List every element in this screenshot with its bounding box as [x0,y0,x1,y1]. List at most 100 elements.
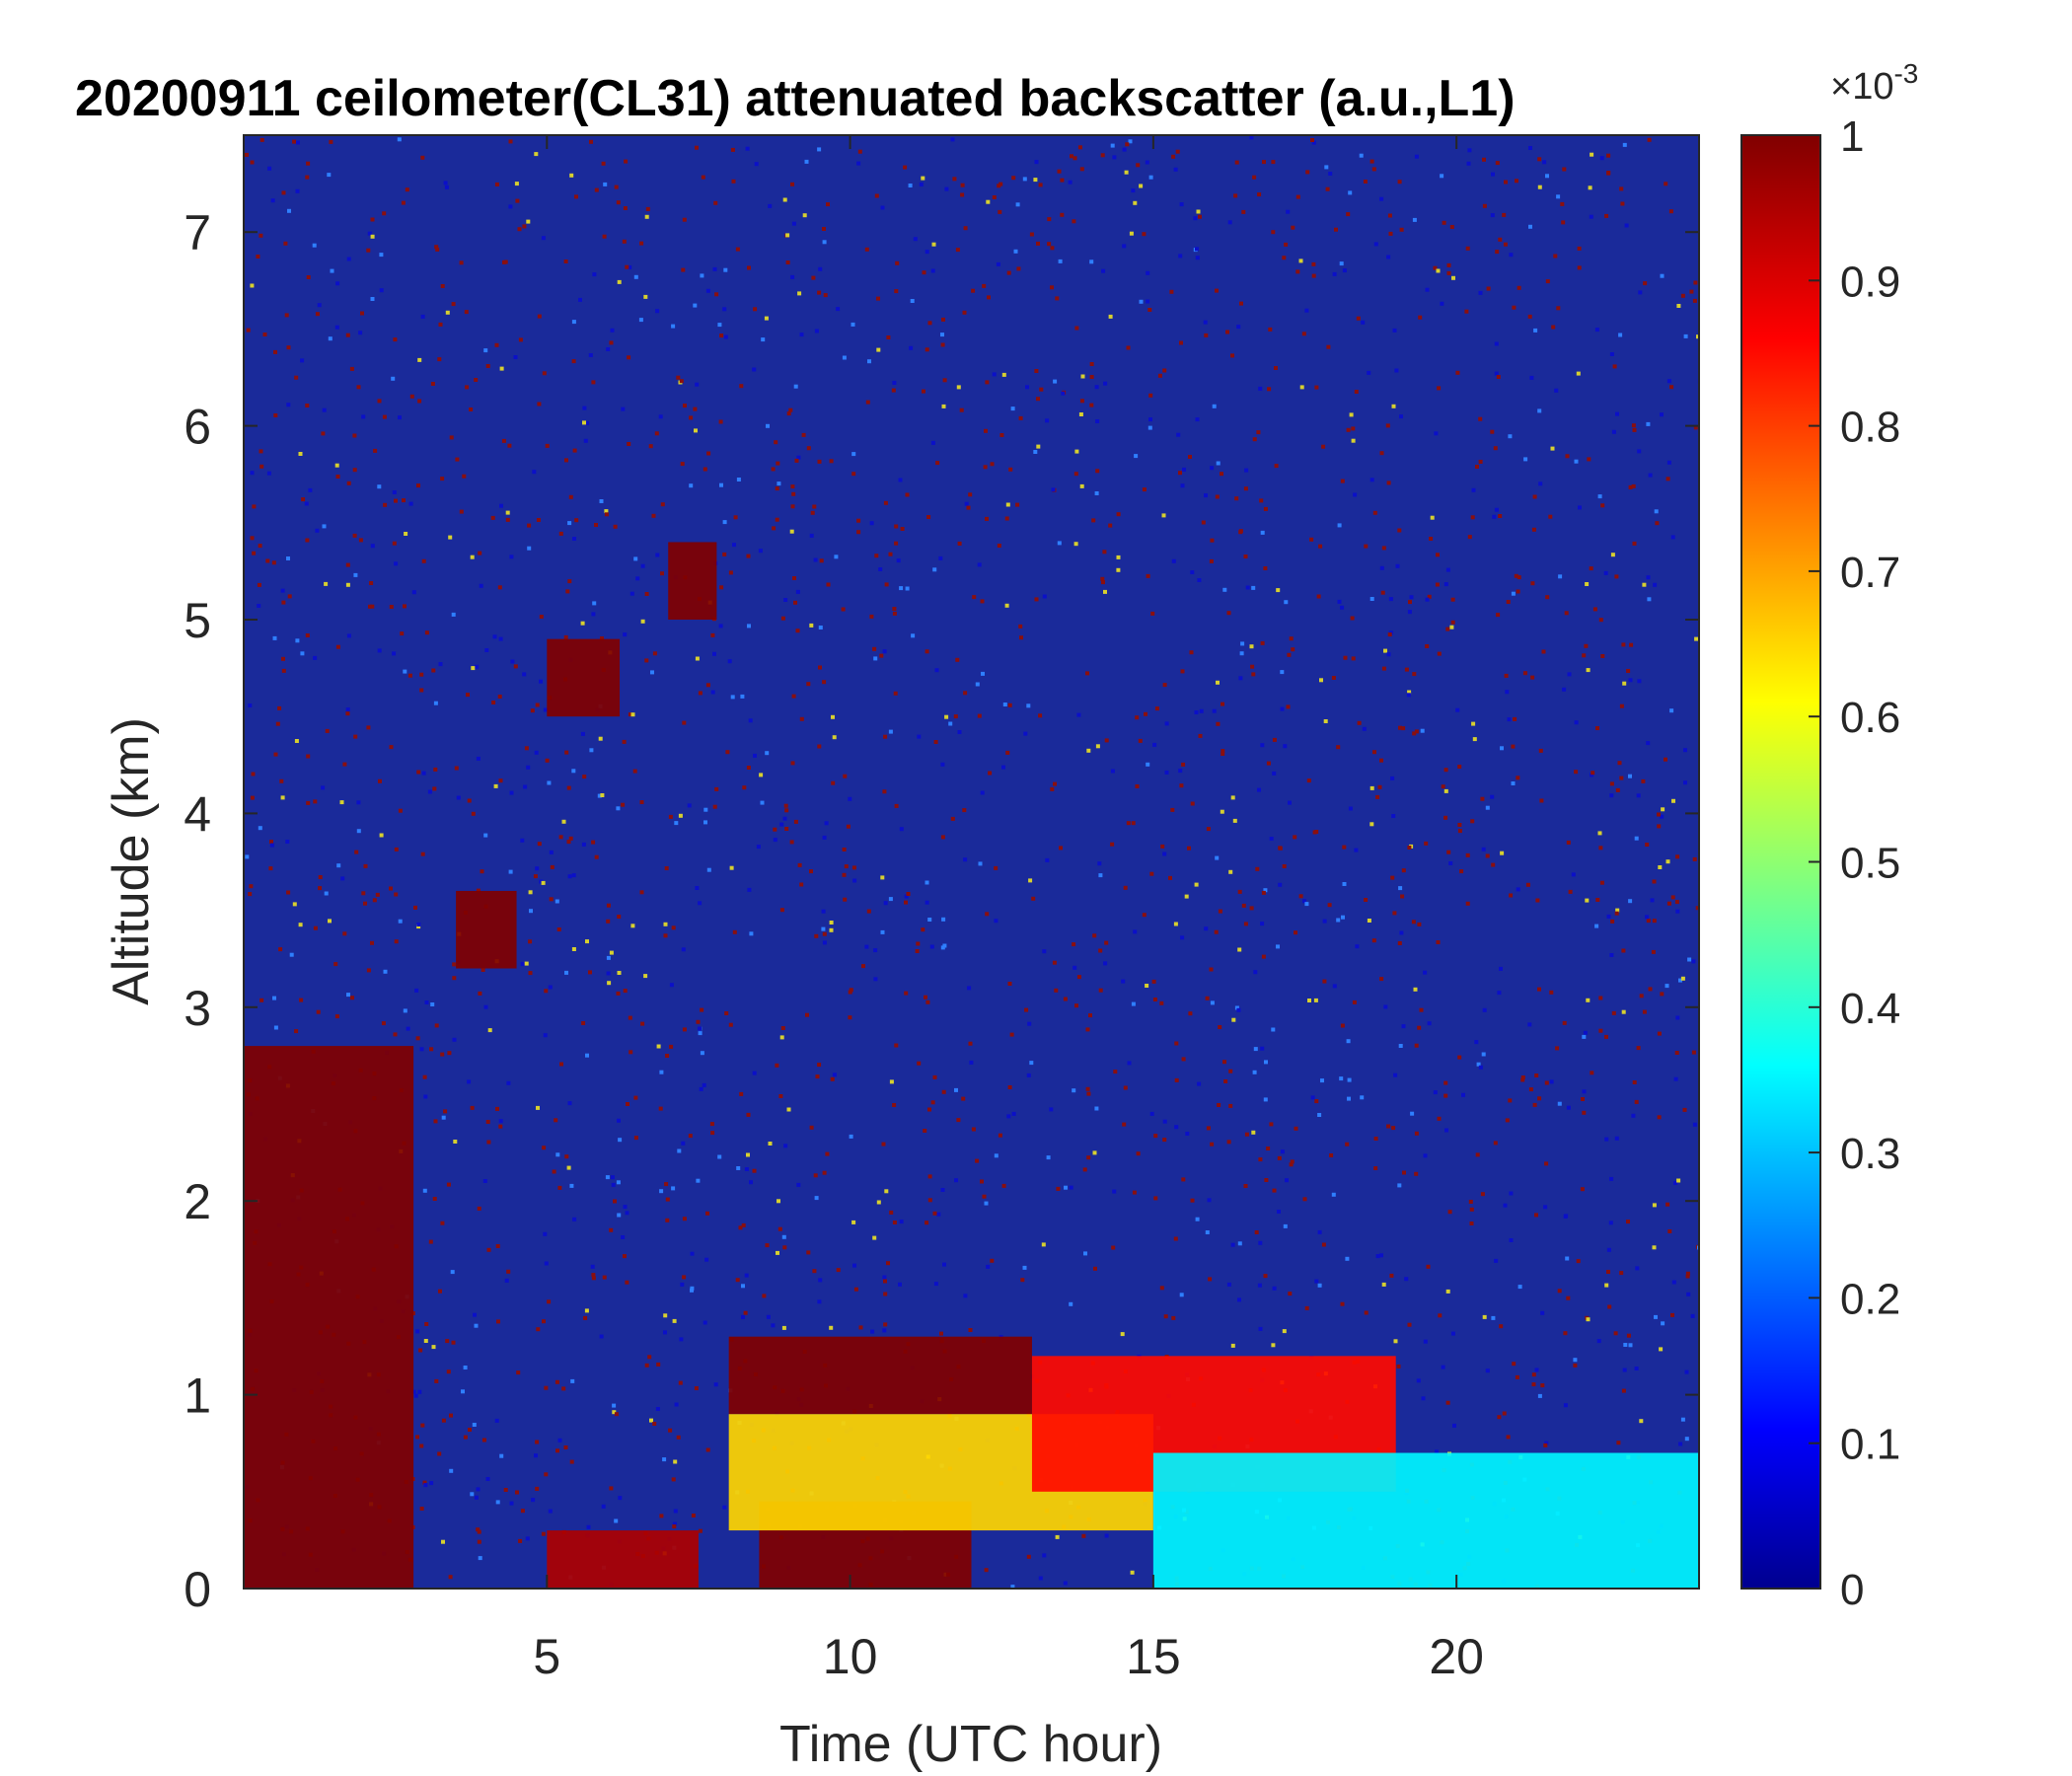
noise-speck [1352,999,1357,1004]
noise-speck [782,197,787,202]
noise-speck [935,461,940,466]
noise-speck [515,1490,519,1495]
noise-speck [1320,1078,1324,1083]
noise-speck [747,265,751,270]
noise-speck [1181,1177,1186,1182]
noise-speck [513,355,518,359]
noise-speck [432,786,437,791]
noise-speck [1152,998,1157,1001]
noise-speck [1471,487,1476,492]
noise-speck [628,265,632,269]
noise-speck [775,486,779,491]
noise-speck [783,803,788,808]
noise-speck [1537,157,1542,162]
heatmap-feature [728,1336,1032,1415]
plot-axes [243,134,1700,1590]
noise-speck [986,1264,991,1269]
noise-speck [1481,847,1486,851]
chart-title: 20200911 ceilometer(CL31) attenuated bac… [75,70,1516,127]
noise-speck [1425,287,1430,292]
noise-speck [1660,412,1664,417]
noise-speck [1446,270,1451,275]
noise-speck [607,981,612,986]
noise-speck [1691,959,1696,964]
noise-speck [599,1334,604,1339]
colorbar-tick-label: 0.3 [1840,1130,1900,1178]
noise-speck [1670,895,1675,900]
noise-speck [950,137,955,142]
heatmap-feature [456,890,517,969]
noise-speck [1532,1102,1537,1107]
noise-speck [502,259,506,264]
noise-speck [983,465,988,470]
noise-speck [625,1211,629,1216]
noise-speck [1162,1138,1167,1143]
noise-speck [1116,567,1121,572]
noise-speck [1413,987,1418,992]
noise-speck [1669,385,1674,390]
noise-speck [1041,1242,1046,1247]
noise-speck [1632,1080,1637,1084]
noise-speck [702,1082,706,1087]
noise-speck [1354,848,1359,852]
noise-speck [1223,1079,1228,1083]
noise-speck [1604,1137,1609,1142]
noise-speck [1666,379,1671,384]
noise-speck [640,1021,645,1026]
noise-speck [741,1284,745,1289]
noise-speck [1276,944,1280,949]
noise-speck [1494,507,1499,512]
noise-speck [878,567,883,571]
noise-speck [1197,578,1202,582]
noise-speck [419,1507,424,1511]
noise-speck [1210,538,1215,543]
noise-speck [1621,948,1626,953]
noise-speck [813,557,818,562]
noise-speck [1356,316,1361,321]
noise-speck [411,590,416,595]
noise-speck [1110,143,1115,148]
noise-speck [849,988,853,993]
noise-speck [257,582,261,587]
noise-speck [1218,1025,1222,1029]
noise-speck [564,458,568,463]
noise-speck [1226,1140,1231,1145]
noise-speck [313,655,318,660]
noise-speck [1343,655,1348,660]
noise-speck [1079,483,1084,488]
noise-speck [479,583,483,588]
noise-speck [1271,1027,1276,1032]
noise-speck [487,1028,492,1033]
noise-speck [1175,149,1180,154]
noise-speck [1426,1264,1431,1269]
noise-speck [1298,259,1303,263]
noise-speck [1427,594,1432,599]
noise-speck [446,1182,451,1187]
noise-speck [1543,1443,1548,1447]
noise-speck [1412,217,1417,222]
noise-speck [1651,949,1656,954]
noise-speck [510,659,515,664]
noise-speck [345,333,350,337]
noise-speck [449,435,454,440]
noise-speck [1634,1099,1639,1104]
heatmap-plot [244,135,1699,1589]
noise-speck [655,309,660,314]
noise-speck [478,1556,482,1561]
noise-speck [1034,369,1039,373]
noise-speck [689,483,694,488]
noise-speck [420,1423,425,1428]
noise-speck [1499,966,1503,971]
noise-speck [266,471,271,476]
noise-speck [723,267,728,272]
noise-speck [525,1536,530,1541]
noise-speck [1420,728,1425,733]
noise-speck [300,651,305,656]
noise-speck [623,1254,627,1259]
noise-speck [842,355,847,360]
noise-speck [799,882,804,887]
noise-speck [1355,944,1360,949]
noise-speck [547,780,552,785]
noise-speck [1645,915,1650,920]
noise-speck [572,537,576,541]
